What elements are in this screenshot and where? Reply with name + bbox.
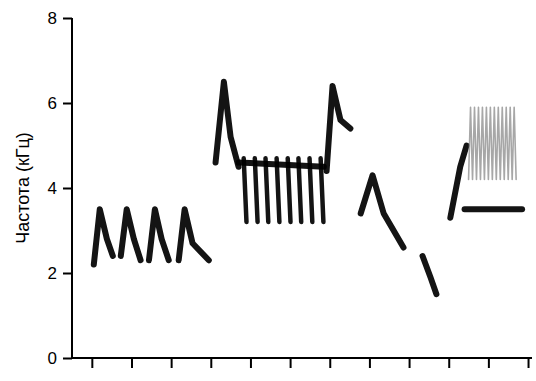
x-tick [290,358,291,368]
syllable-trace [327,86,351,171]
syllable-trace [94,209,113,264]
x-tick-mark [409,358,411,368]
x-tick-mark [290,358,292,368]
x-tick-mark [528,358,530,368]
y-tick: 6 [48,94,72,113]
x-tick-mark [488,358,490,368]
x-tick-mark [171,358,173,368]
plot: 0 2 4 6 8 [48,9,532,368]
y-tick: 8 [48,9,72,28]
syllable-trace [266,158,269,222]
x-tick [488,358,489,368]
y-tick-mark [63,18,72,20]
y-tick-label: 6 [48,94,57,113]
syllable-trace [361,175,404,247]
syllable-trace [465,206,523,212]
syllable-trace [216,82,239,167]
x-tick [449,358,450,368]
x-tick [330,358,331,368]
syllable-trace [310,158,313,222]
x-tick-mark [210,358,212,368]
syllable-trace [277,158,280,222]
x-tick-mark [131,358,133,368]
y-tick-mark [63,358,72,360]
syllable-trace [179,209,209,260]
x-axis [72,358,532,368]
y-axis: 0 2 4 6 8 [48,9,72,368]
x-tick [409,358,410,368]
marks [94,82,522,295]
x-tick [131,358,132,368]
x-tick-mark [448,358,450,368]
x-tick-mark [91,358,93,368]
y-tick-label: 8 [48,9,57,28]
y-tick: 2 [48,264,72,283]
syllable-trace [423,256,437,294]
x-tick-mark [329,358,331,368]
syllable-trace [121,209,141,260]
syllable-trace [244,158,247,222]
x-tick [92,358,93,368]
y-axis-title: Частота (кГц) [13,132,33,244]
x-tick-mark [369,358,371,368]
y-tick-label: 4 [48,179,57,198]
y-tick-label: 2 [48,264,57,283]
x-tick [171,358,172,368]
x-tick-mark [250,358,252,368]
y-tick: 4 [48,179,72,198]
x-tick [211,358,212,368]
syllable-trace [298,158,301,222]
x-tick [369,358,370,368]
chart: 0 2 4 6 8 Частота (кГц) [0,0,536,381]
syllable-trace [288,158,291,222]
syllable-trace [321,158,324,222]
syllable-trace [469,107,517,179]
y-tick-mark [63,188,72,190]
y-tick-mark [63,273,72,275]
y-tick-label: 0 [48,349,57,368]
x-axis-line [72,357,532,359]
x-tick [528,358,529,368]
syllable-trace [149,209,169,260]
syllable-trace [255,158,258,222]
y-tick-mark [63,103,72,105]
y-tick: 0 [48,349,72,368]
x-tick [250,358,251,368]
